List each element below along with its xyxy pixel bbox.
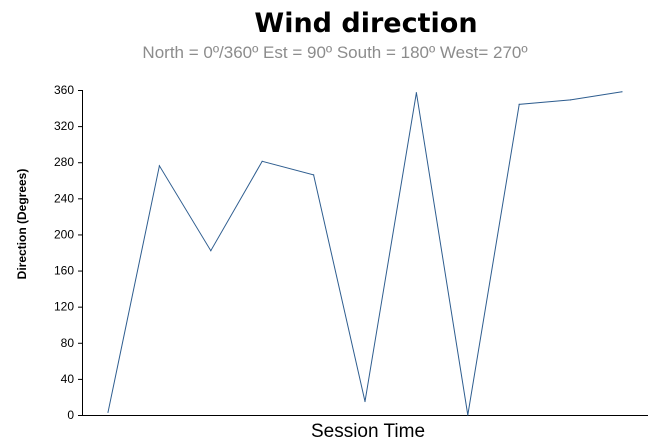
series-group — [107, 91, 623, 416]
y-axis-label: Direction (Degrees) — [15, 169, 29, 280]
y-tick-label: 240 — [54, 191, 74, 205]
y-axis-tick-labels: 0 40 80 120 160 200 240 280 320 360 — [54, 83, 82, 422]
wind-direction-series-line — [107, 91, 623, 416]
data-point — [570, 99, 572, 101]
data-point — [364, 400, 366, 403]
y-tick-label: 160 — [54, 264, 74, 278]
data-point — [210, 250, 212, 252]
data-point — [518, 103, 520, 105]
chart-subtitle: North = 0º/360º Est = 90º South = 180º W… — [142, 43, 527, 62]
data-point — [158, 165, 160, 167]
data-point — [107, 411, 109, 413]
y-tick-label: 360 — [54, 83, 74, 97]
y-tick-label: 320 — [54, 119, 74, 133]
data-point — [621, 91, 623, 93]
y-tick-label: 40 — [61, 372, 75, 386]
y-tick-label: 0 — [67, 408, 74, 422]
y-tick-label: 200 — [54, 227, 74, 241]
data-point — [415, 92, 417, 94]
y-tick-label: 120 — [54, 300, 74, 314]
data-point — [467, 414, 469, 416]
chart-title: Wind direction — [254, 8, 477, 39]
y-tick-label: 80 — [61, 336, 75, 350]
data-point — [261, 160, 263, 162]
y-tick-label: 280 — [54, 155, 74, 169]
data-point — [313, 174, 315, 176]
x-axis-label: Session Time — [311, 421, 425, 439]
